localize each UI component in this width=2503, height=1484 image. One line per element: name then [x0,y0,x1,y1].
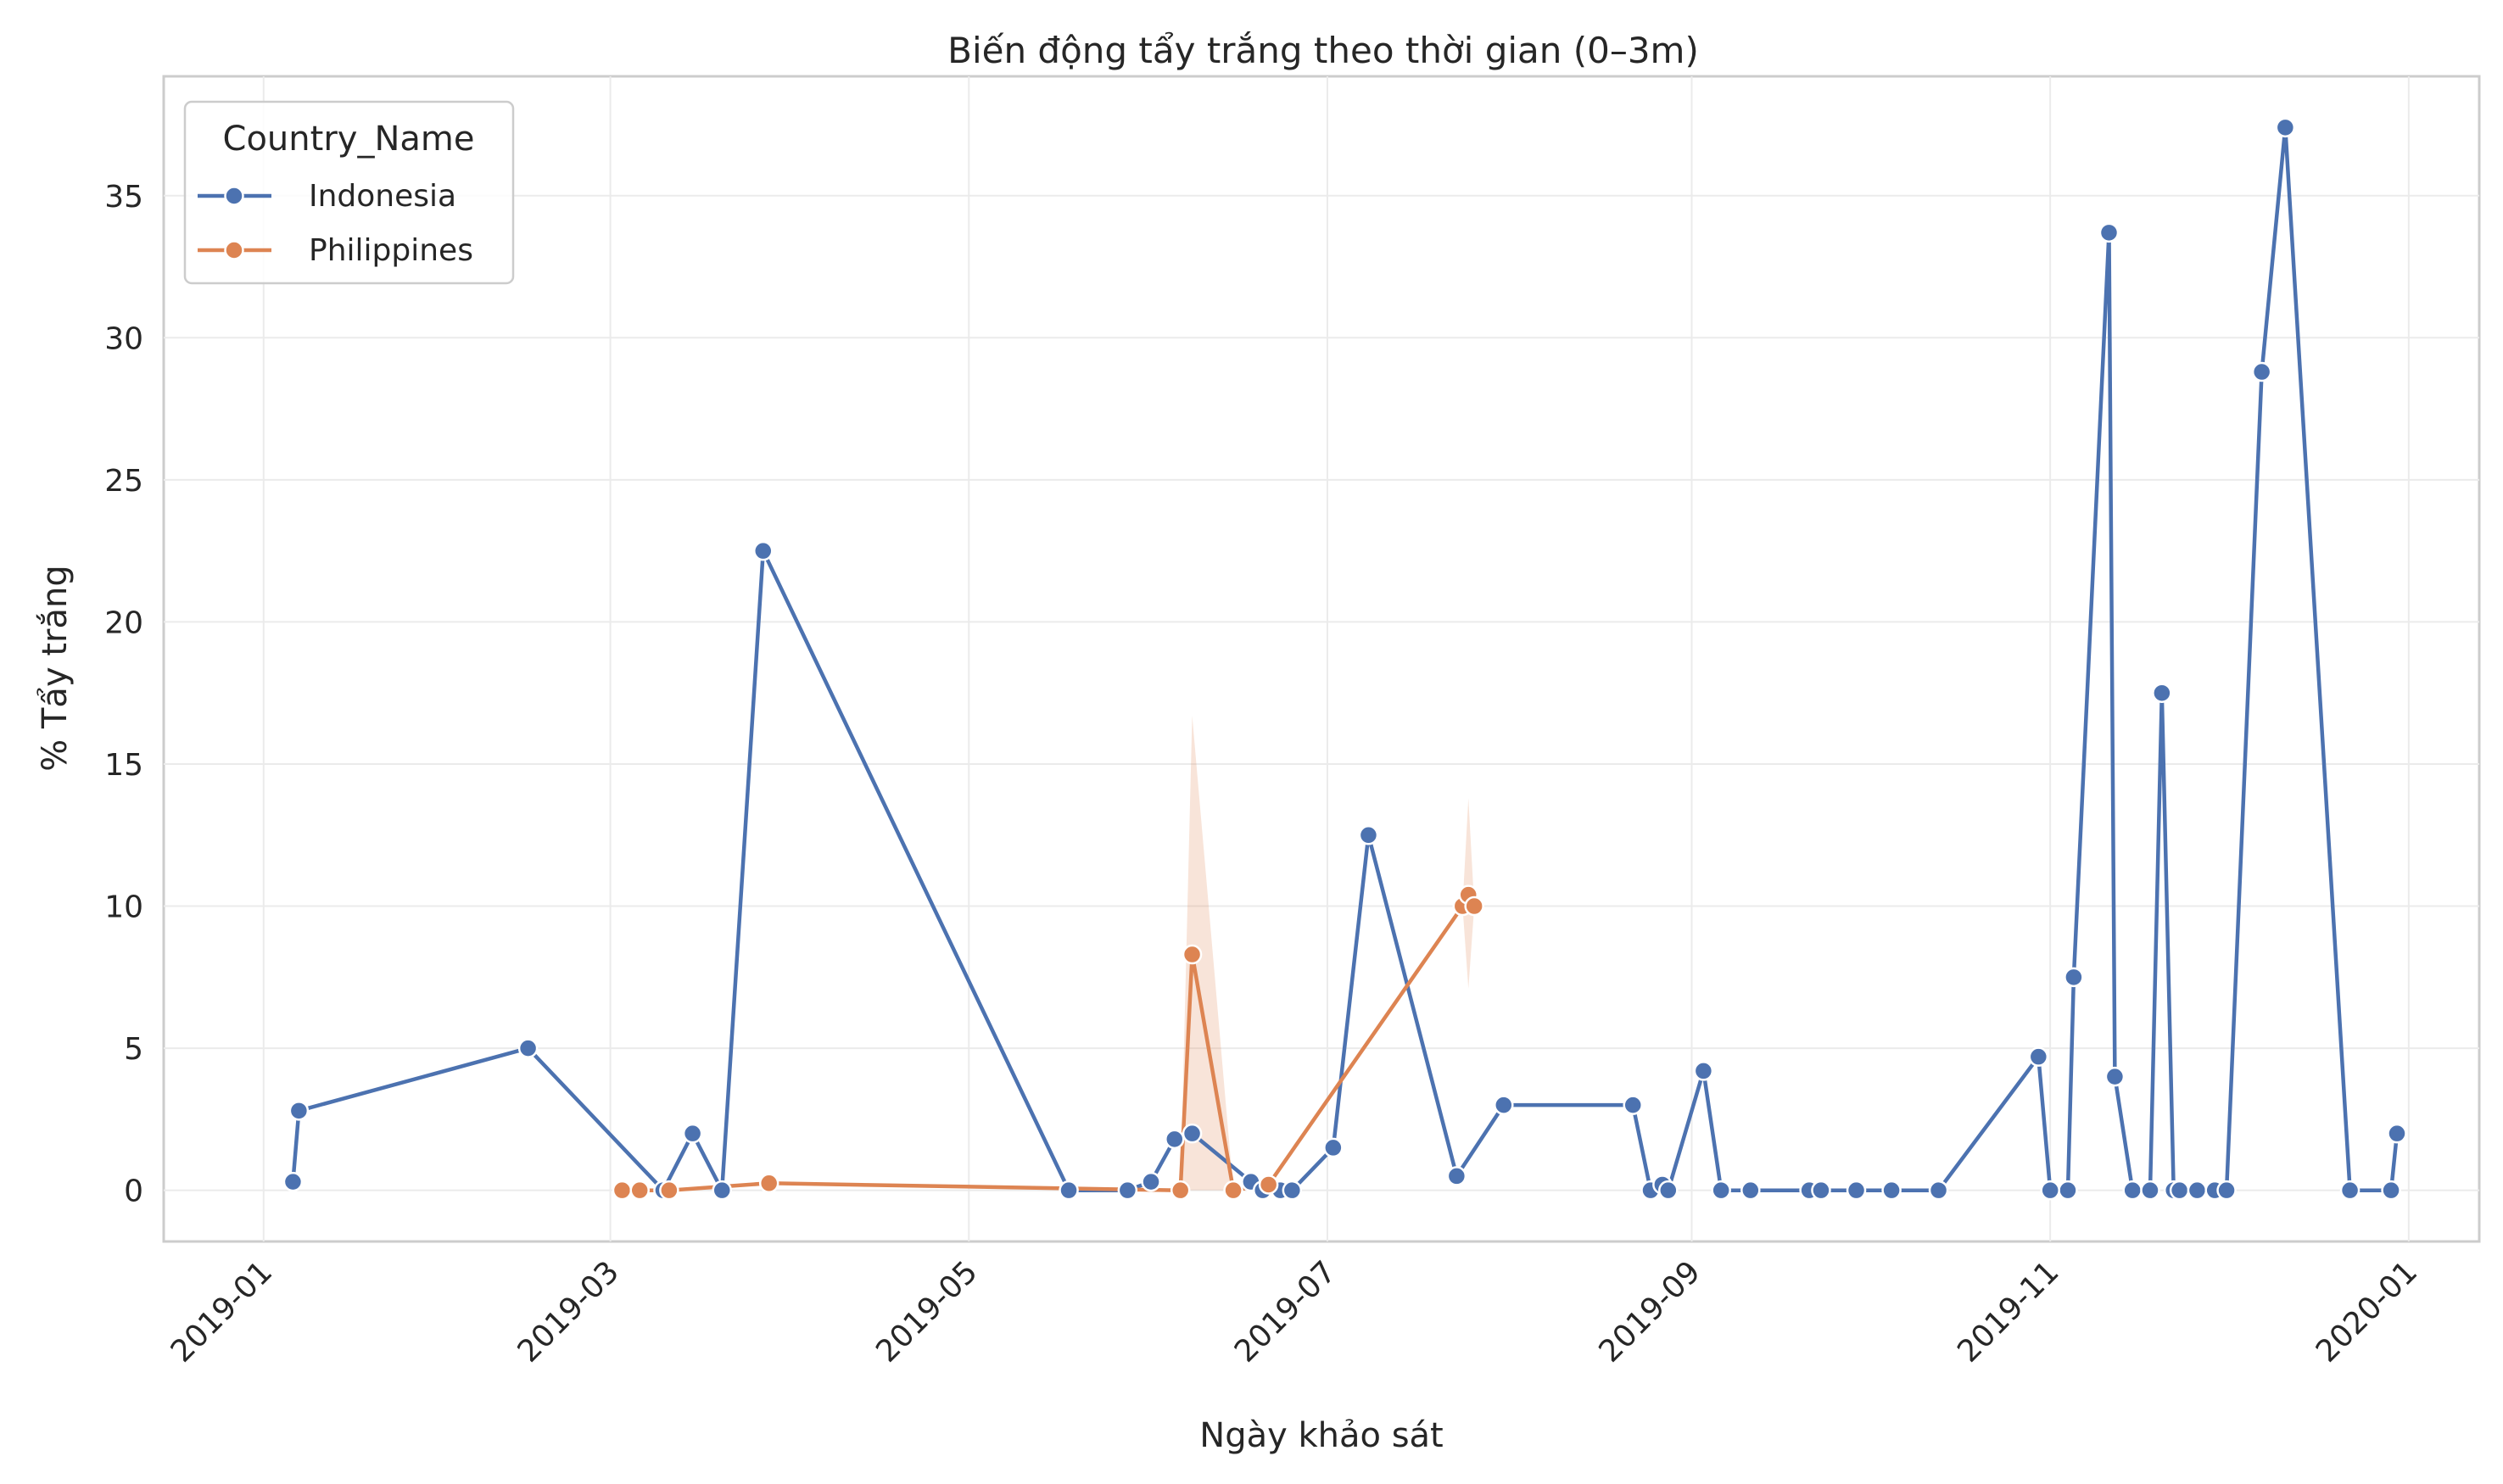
indonesia-point [1358,825,1379,845]
legend-title: Country_Name [223,120,475,159]
indonesia-point [1623,1095,1643,1115]
indonesia-point [1323,1137,1344,1158]
series-markers [282,117,2407,1201]
philippines-point [659,1180,679,1201]
indonesia-point [712,1180,732,1201]
x-tick-label: 2019-01 [165,1254,279,1369]
indonesia-point [1711,1180,1731,1201]
indonesia-point [1117,1180,1138,1201]
indonesia-legend-marker [224,186,244,206]
indonesia-point [2028,1046,2049,1067]
indonesia-point [2187,1180,2208,1201]
plot-area [162,75,2481,1243]
y-tick-label: 25 [104,464,143,499]
y-axis-title: % Tẩy trắng [36,565,75,771]
philippines-point [629,1180,650,1201]
indonesia-point [2339,1180,2361,1201]
indonesia-point [1811,1180,1831,1201]
indonesia-point [2040,1180,2060,1201]
chart-title: Biến động tẩy trắng theo thời gian (0–3m… [947,30,1699,71]
indonesia-point [2064,967,2084,988]
x-tick-label: 2019-07 [1228,1254,1343,1369]
philippines-point [758,1173,779,1194]
indonesia-point [753,540,774,561]
indonesia-point [1141,1171,1161,1192]
philippines-point [1170,1180,1191,1201]
legend-entries: Indonesia Philippines [198,179,473,268]
indonesia-point [2216,1180,2237,1201]
y-tick-label: 30 [104,321,143,356]
philippines-legend-marker [224,240,244,260]
x-tick-label: 2020-01 [2310,1254,2424,1369]
legend: Country_Name Indonesia Philippines [183,100,515,285]
indonesia-point [2381,1180,2401,1201]
indonesia-point [2169,1180,2190,1201]
indonesia-point [2251,361,2272,382]
indonesia-point [1740,1180,1761,1201]
y-tick-label: 35 [104,180,143,215]
x-tick-label: 2019-11 [1951,1254,2065,1369]
indonesia-point [2122,1180,2143,1201]
y-tick-label: 15 [104,748,143,783]
indonesia-point [682,1123,703,1144]
confidence-bands [1180,716,1475,1191]
indonesia-point [517,1038,539,1058]
indonesia-point [288,1101,310,1121]
y-tick-label: 20 [104,605,143,640]
y-tick-label: 10 [104,890,143,925]
x-tick-label: 2019-09 [1593,1254,1707,1369]
indonesia-point [2275,117,2296,138]
indonesia-point [282,1171,304,1192]
philippines-point [1223,1180,1243,1201]
indonesia-point [1658,1180,1679,1201]
x-tick-label: 2019-03 [511,1254,626,1369]
indonesia-point [2104,1066,2126,1087]
indonesia-point [2140,1180,2160,1201]
indonesia-point [1928,1180,1949,1201]
y-tick-label: 0 [124,1174,143,1209]
indonesia-point [1059,1180,1079,1201]
legend-label-indonesia: Indonesia [309,179,456,214]
indonesia-point [1846,1180,1867,1201]
indonesia-point [2098,222,2120,243]
y-tick-label: 5 [124,1032,143,1067]
indonesia-point [1693,1061,1714,1081]
indonesia-point [1494,1095,1514,1115]
indonesia-point [2387,1123,2407,1144]
philippines-point [1258,1174,1279,1195]
indonesia-point [1282,1180,1303,1201]
x-axis-title: Ngày khảo sát [1199,1416,1443,1455]
indonesia-point [1165,1129,1185,1150]
indonesia-point [1182,1123,1203,1144]
indonesia-point [1881,1180,1902,1201]
philippines-point [612,1180,633,1201]
x-tick-label: 2019-05 [869,1254,984,1369]
philippines-point [1182,944,1203,965]
indonesia-point [2152,683,2172,703]
philippines-confidence-band [1180,716,1475,1191]
legend-box [183,100,515,285]
indonesia-point [1446,1166,1467,1186]
legend-label-philippines: Philippines [309,233,473,268]
indonesia-point [2058,1180,2078,1201]
philippines-point [1464,895,1484,917]
